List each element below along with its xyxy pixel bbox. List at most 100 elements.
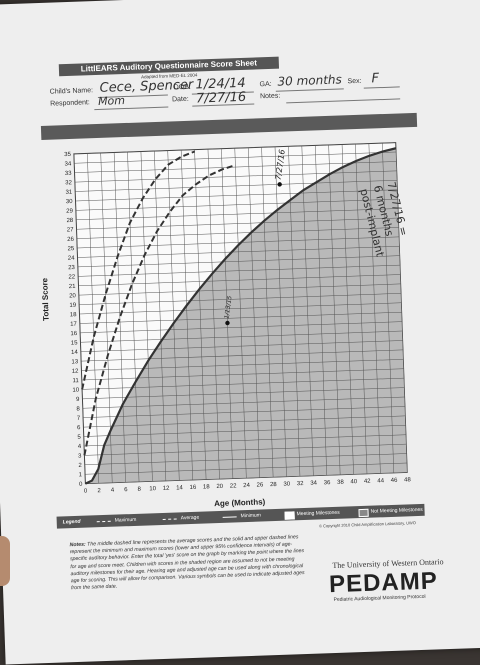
y-gridline xyxy=(81,368,404,381)
childs-name-label: Child's Name: xyxy=(49,87,94,96)
x-gridline xyxy=(314,145,328,476)
x-gridline xyxy=(100,152,113,483)
x-gridline xyxy=(87,153,100,484)
y-gridline xyxy=(81,349,403,362)
y-tick-label: 20 xyxy=(69,293,77,299)
x-tick-label: 28 xyxy=(270,482,278,488)
thumb xyxy=(0,536,10,586)
x-gridline xyxy=(207,149,220,479)
x-tick-label: 36 xyxy=(324,480,332,486)
y-tick-label: 18 xyxy=(70,312,78,318)
x-gridline xyxy=(368,143,381,474)
x-tick-label: 46 xyxy=(391,478,399,484)
y-gridline xyxy=(83,425,406,437)
y-axis-label: Total Score xyxy=(40,277,51,322)
x-tick-label: 12 xyxy=(163,486,171,492)
legend-meeting: Meeting Milestones xyxy=(296,509,340,518)
y-gridline xyxy=(81,359,404,371)
sex-value: F xyxy=(371,71,380,87)
y-gridline xyxy=(78,283,401,296)
notes-field-label: Notes: xyxy=(259,92,281,101)
series-average-line xyxy=(83,164,236,456)
y-tick-label: 33 xyxy=(65,171,73,177)
y-gridline xyxy=(76,217,399,230)
legend-title: Legend xyxy=(62,518,81,526)
x-tick-label: 8 xyxy=(138,487,142,493)
ga-label: GA: xyxy=(259,80,272,89)
x-tick-label: 26 xyxy=(257,482,265,488)
y-tick-label: 14 xyxy=(71,350,79,356)
y-gridline xyxy=(79,311,402,324)
x-gridline xyxy=(341,144,354,475)
x-tick-label: 48 xyxy=(404,477,412,483)
series-minimum-line xyxy=(84,147,397,485)
y-tick-label: 3 xyxy=(78,453,82,459)
y-gridline xyxy=(77,236,399,249)
x-gridline xyxy=(113,152,126,483)
x-tick-label: 30 xyxy=(283,481,291,487)
y-gridline xyxy=(80,330,403,343)
x-gridline xyxy=(328,144,341,475)
score-point-label-1: 1/13/15 xyxy=(223,295,233,319)
y-tick-label: 23 xyxy=(68,265,76,271)
y-tick-label: 32 xyxy=(65,180,73,186)
y-gridline xyxy=(85,472,408,484)
legend-maximum: Maximum xyxy=(114,516,137,524)
date-value: 7/27/16 xyxy=(195,89,247,107)
legend-average: Average xyxy=(180,514,200,522)
y-tick-label: 26 xyxy=(67,237,75,243)
y-gridline xyxy=(76,208,399,221)
x-tick-label: 18 xyxy=(203,484,211,490)
y-gridline xyxy=(75,189,398,202)
copyright: © Copyright 2010 Child Amplification Lab… xyxy=(318,520,416,529)
x-gridline xyxy=(355,143,368,474)
x-gridline xyxy=(140,151,153,482)
x-gridline xyxy=(247,147,260,478)
x-tick-label: 34 xyxy=(310,481,318,487)
y-gridline xyxy=(82,377,404,390)
y-gridline xyxy=(75,180,398,192)
y-tick-label: 0 xyxy=(79,482,83,488)
sex-label: Sex: xyxy=(347,77,362,86)
x-gridline xyxy=(73,153,86,484)
y-gridline xyxy=(80,340,403,352)
y-tick-label: 30 xyxy=(66,199,74,205)
y-gridline xyxy=(85,462,407,475)
y-gridline xyxy=(78,264,400,277)
x-gridline xyxy=(180,150,193,480)
x-tick-label: 38 xyxy=(337,480,345,486)
y-gridline xyxy=(83,406,405,418)
x-gridline xyxy=(395,142,408,473)
y-tick-label: 28 xyxy=(66,218,74,224)
y-tick-label: 15 xyxy=(71,340,79,346)
x-gridline xyxy=(194,149,207,480)
x-gridline xyxy=(261,147,274,478)
y-tick-label: 21 xyxy=(69,284,77,290)
x-tick-label: 16 xyxy=(190,485,198,491)
x-tick-label: 24 xyxy=(243,483,251,489)
y-tick-label: 11 xyxy=(72,378,79,384)
y-tick-label: 4 xyxy=(78,444,82,450)
series-maximum-line xyxy=(81,150,195,390)
score-point-2 xyxy=(277,182,282,187)
y-tick-label: 10 xyxy=(72,387,80,393)
y-tick-label: 25 xyxy=(67,246,75,252)
notes-paragraph: Notes: The middle dashed line represents… xyxy=(69,534,307,593)
y-tick-label: 35 xyxy=(64,152,72,158)
x-gridline xyxy=(127,151,140,482)
legend-minimum: Minimum xyxy=(240,512,262,520)
x-gridline xyxy=(301,145,314,476)
y-gridline xyxy=(77,255,400,268)
x-gridline xyxy=(154,151,167,481)
notes-label: Notes: xyxy=(69,541,86,549)
ga-value: 30 months xyxy=(277,72,342,89)
y-gridline xyxy=(84,434,406,447)
x-tick-label: 32 xyxy=(297,481,305,487)
x-tick-label: 40 xyxy=(350,479,358,485)
y-tick-label: 17 xyxy=(70,322,78,328)
x-tick-label: 42 xyxy=(364,479,372,485)
score-point-1 xyxy=(225,320,230,326)
x-gridline xyxy=(167,150,180,481)
x-gridline xyxy=(274,146,287,477)
